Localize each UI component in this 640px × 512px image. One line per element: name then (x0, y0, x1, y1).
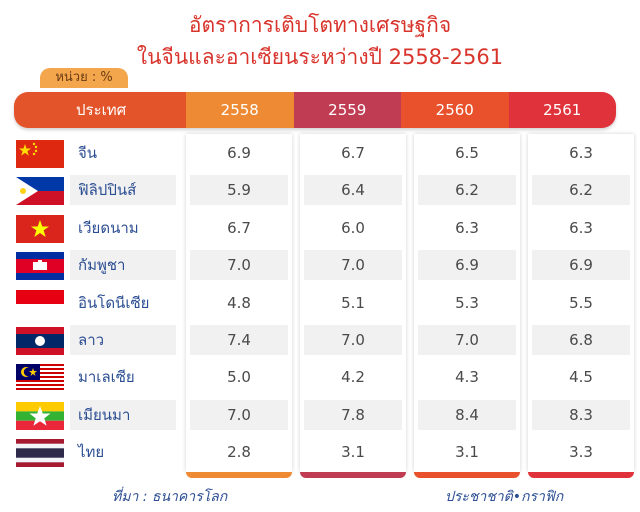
chart-title-line-2: ในจีนและอาเซียนระหว่างปี 2558-2561 (136, 45, 504, 69)
header-year-2559: 2559 (293, 92, 401, 128)
value-cell-2558: 5.0 (227, 368, 251, 387)
table-row: ฟิลิปปินส์ 5.9 6.4 6.2 6.2 (0, 175, 640, 206)
value-cell-2558: 7.0 (227, 405, 251, 424)
row-shading (418, 399, 516, 430)
country-name: มาเลเซีย (78, 368, 135, 387)
header-year-2558: 2558 (186, 92, 294, 128)
row-shading (190, 399, 288, 430)
table-row: ไทย 2.8 3.1 3.1 3.3 (0, 437, 640, 468)
row-shading (532, 175, 630, 206)
row-shading (70, 175, 176, 206)
myanmar-flag-icon (16, 401, 64, 430)
value-cell-2558: 6.9 (227, 144, 251, 162)
chart-title-line-1: อัตราการเติบโตทางเศรษฐกิจ (188, 13, 452, 37)
value-cell-2560: 6.3 (455, 218, 479, 237)
country-name: ลาว (78, 331, 105, 349)
value-cell-2560: 4.3 (455, 368, 479, 387)
value-cell-2561: 8.3 (569, 405, 593, 424)
value-cell-2558: 4.8 (227, 293, 251, 312)
value-cell-2559: 6.7 (341, 144, 365, 162)
value-cell-2558: 6.7 (227, 218, 251, 237)
row-shading (70, 325, 176, 355)
value-cell-2560: 6.9 (455, 256, 479, 275)
unit-badge: หน่วย : % (40, 68, 128, 88)
country-name: เมียนมา (78, 405, 131, 424)
row-shading (190, 250, 288, 281)
row-shading (418, 325, 516, 355)
table-row: มาเลเซีย 5.0 4.2 4.3 4.5 (0, 362, 640, 393)
value-cell-2561: 6.3 (569, 144, 593, 162)
column-strip-2559 (300, 472, 406, 478)
column-strip-2561 (528, 472, 634, 478)
value-cell-2558: 2.8 (227, 443, 251, 462)
value-cell-2559: 4.2 (341, 368, 365, 387)
row-shading (418, 250, 516, 281)
value-cell-2560: 6.2 (455, 181, 479, 200)
value-cell-2559: 7.0 (341, 331, 365, 349)
value-cell-2560: 5.3 (455, 293, 479, 312)
value-cell-2559: 7.0 (341, 256, 365, 275)
value-cell-2560: 8.4 (455, 405, 479, 424)
value-cell-2559: 3.1 (341, 443, 365, 462)
malaysia-flag-icon (16, 364, 64, 393)
row-shading (304, 325, 402, 355)
value-cell-2558: 7.0 (227, 256, 251, 275)
country-name: อินโดนีเซีย (78, 293, 150, 312)
table-row: กัมพูชา 7.0 7.0 6.9 6.9 (0, 250, 640, 281)
value-cell-2560: 3.1 (455, 443, 479, 462)
value-cell-2559: 5.1 (341, 293, 365, 312)
source-note: ที่มา : ธนาคารโลก (112, 489, 228, 505)
indonesia-flag-icon (16, 289, 64, 318)
table-row: ลาว 7.4 7.0 7.0 6.8 (0, 325, 640, 355)
value-cell-2559: 6.0 (341, 218, 365, 237)
table-row: เมียนมา 7.0 7.8 8.4 8.3 (0, 399, 640, 430)
value-cell-2561: 6.8 (569, 331, 593, 349)
china-flag-icon (16, 140, 64, 168)
row-shading (532, 399, 630, 430)
value-cell-2561: 5.5 (569, 293, 593, 312)
country-name: ฟิลิปปินส์ (78, 181, 137, 200)
publisher-credit: ประชาชาติ•กราฟิก (445, 489, 564, 505)
table-row: เวียดนาม 6.7 6.0 6.3 6.3 (0, 213, 640, 243)
table-row: อินโดนีเซีย 4.8 5.1 5.3 5.5 (0, 288, 640, 318)
country-name: จีน (78, 144, 98, 162)
row-shading (304, 175, 402, 206)
value-cell-2559: 7.8 (341, 405, 365, 424)
value-cell-2561: 6.3 (569, 218, 593, 237)
column-strip-2560 (414, 472, 520, 478)
value-cell-2558: 7.4 (227, 331, 251, 349)
value-cell-2561: 6.9 (569, 256, 593, 275)
vietnam-flag-icon (16, 214, 64, 243)
row-shading (304, 250, 402, 281)
row-shading (190, 325, 288, 355)
row-shading (70, 250, 176, 281)
value-cell-2560: 6.5 (455, 144, 479, 162)
header-year-2560: 2560 (401, 92, 509, 128)
column-strip-2558 (186, 472, 292, 478)
value-cell-2561: 3.3 (569, 443, 593, 462)
table-header: ประเทศ 2558 2559 2560 2561 (14, 92, 616, 128)
value-cell-2559: 6.4 (341, 181, 365, 200)
philippines-flag-icon (16, 177, 64, 206)
header-country: ประเทศ (14, 92, 186, 128)
laos-flag-icon (16, 327, 64, 355)
row-shading (418, 175, 516, 206)
value-cell-2561: 6.2 (569, 181, 593, 200)
header-year-2561: 2561 (508, 92, 616, 128)
value-cell-2558: 5.9 (227, 181, 251, 200)
value-cell-2561: 4.5 (569, 368, 593, 387)
row-shading (532, 325, 630, 355)
value-cell-2560: 7.0 (455, 331, 479, 349)
row-shading (70, 399, 176, 430)
table-row: จีน 6.9 6.7 6.5 6.3 (0, 138, 640, 168)
country-name: ไทย (78, 443, 105, 462)
thailand-flag-icon (16, 439, 64, 468)
row-shading (304, 399, 402, 430)
country-name: เวียดนาม (78, 218, 139, 237)
row-shading (532, 250, 630, 281)
country-name: กัมพูชา (78, 256, 126, 275)
cambodia-flag-icon (16, 252, 64, 281)
row-shading (190, 175, 288, 206)
